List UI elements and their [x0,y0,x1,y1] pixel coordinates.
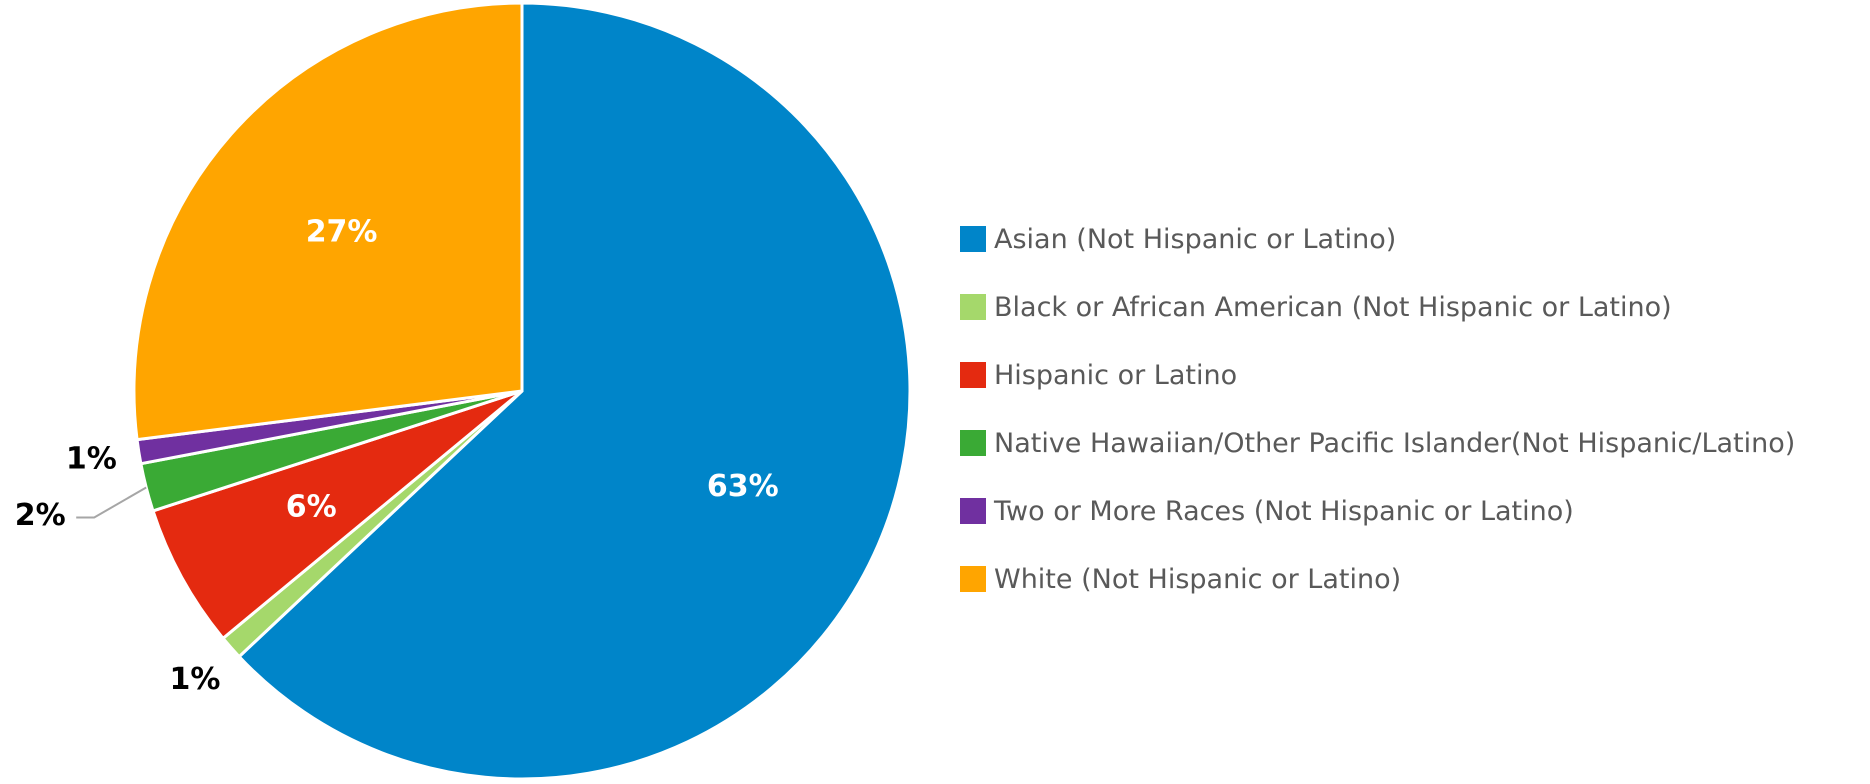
pie-slice-white-not-hispanic-or-latino [132,1,524,442]
pie-slice-asian-not-hispanic-or-latino [237,1,912,781]
leader-line [76,486,147,519]
legend-label: Two or More Races (Not Hispanic or Latin… [994,495,1574,527]
data-label-asian-not-hispanic-or-latino: 63% [707,469,779,504]
data-label-native-hawaiian-other-pacific-islander-not-hispanic-latino: 2% [15,498,66,533]
data-label-black-or-african-american-not-hispanic-or-latino: 1% [170,662,221,697]
legend-label: Asian (Not Hispanic or Latino) [994,223,1397,255]
data-label-hispanic-or-latino: 6% [286,489,337,524]
legend-item-native-hawaiian-pacific-islander: Native Hawaiian/Other Pacific Islander(N… [960,409,1795,477]
legend-swatch [960,226,986,252]
legend-item-two-or-more-races: Two or More Races (Not Hispanic or Latin… [960,477,1795,545]
legend-label: Native Hawaiian/Other Pacific Islander(N… [994,427,1796,459]
legend-swatch [960,498,986,524]
chart-legend: Asian (Not Hispanic or Latino) Black or … [960,205,1795,613]
legend-item-asian: Asian (Not Hispanic or Latino) [960,205,1795,273]
legend-item-hispanic-latino: Hispanic or Latino [960,341,1795,409]
legend-label: White (Not Hispanic or Latino) [994,563,1402,595]
legend-swatch [960,430,986,456]
pie-slice-hispanic-or-latino [151,389,524,640]
legend-label: Black or African American (Not Hispanic … [994,291,1672,323]
legend-item-black-african-american: Black or African American (Not Hispanic … [960,273,1795,341]
legend-swatch [960,566,986,592]
data-label-white-not-hispanic-or-latino: 27% [306,214,378,249]
legend-item-white: White (Not Hispanic or Latino) [960,545,1795,613]
legend-swatch [960,362,986,388]
legend-swatch [960,294,986,320]
legend-label: Hispanic or Latino [994,359,1238,391]
data-label-two-or-more-races-not-hispanic-or-latino: 1% [66,442,117,477]
